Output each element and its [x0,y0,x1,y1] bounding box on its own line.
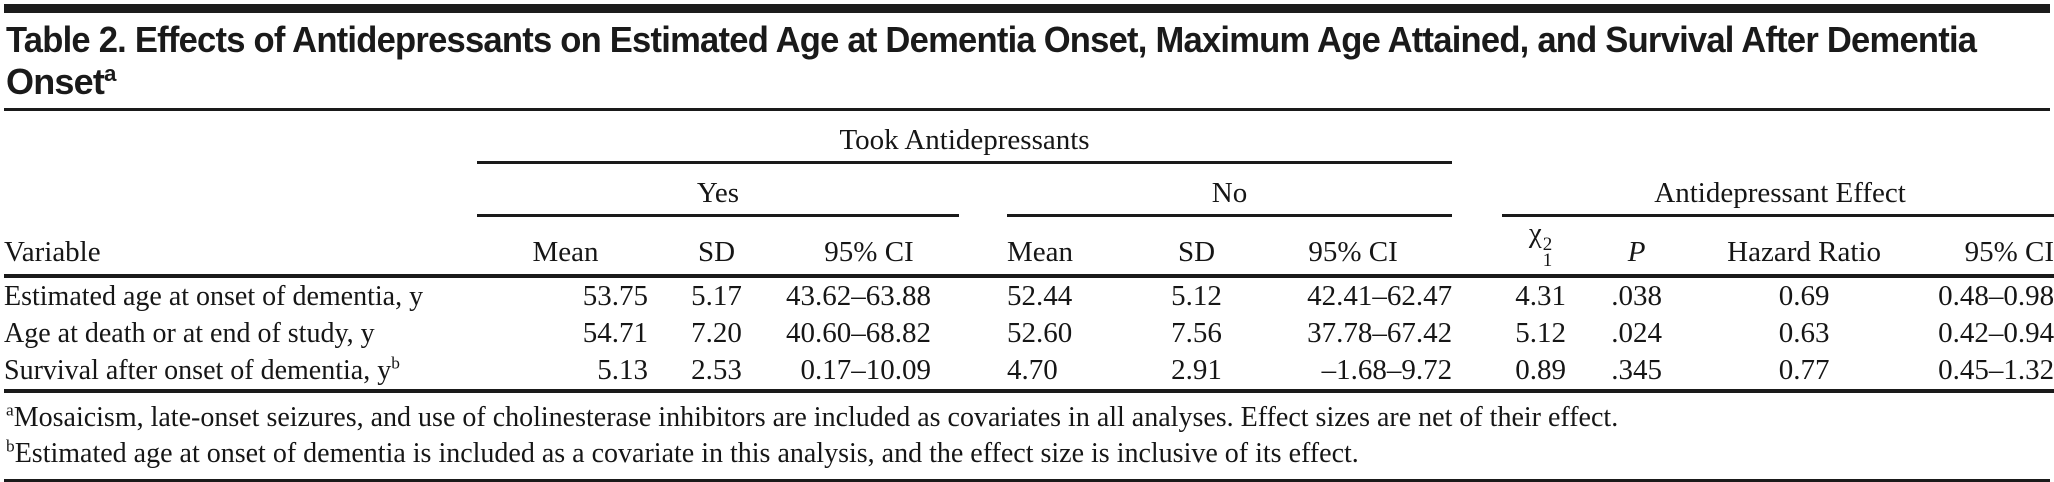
cell-p-value: .345 [1579,352,1695,393]
cell-yes-ci: 0.17–10.09 [779,352,959,393]
cell-hazard-ratio: 0.69 [1778,280,1830,312]
title-footnote-marker: a [104,61,116,86]
cell-chi-square: 5.12 [1515,317,1566,349]
spacer-cell [1452,163,1502,216]
cell-no-ci: 42.41–62.47 [1307,280,1453,312]
footnotes: aMosaicism, late-onset seizures, and use… [4,393,2050,482]
table-title: Table 2. Effects of Antidepressants on E… [4,13,2050,111]
spacer-cell [959,315,1007,352]
cell-yes-sd: 5.17 [691,280,742,312]
cell-p-value: .038 [1611,280,1662,312]
cell-no-ci: –1.68–9.72 [1254,352,1453,393]
col-header-p-value: P [1579,215,1695,278]
variable-label: Estimated age at onset of dementia, y [4,280,424,312]
col-header-variable: Variable [4,215,477,278]
cell-hazard-ratio: 0.63 [1778,317,1830,349]
footnote-text: Mosaicism, late-onset seizures, and use … [13,402,1619,433]
group-yes: Yes [477,162,959,217]
col-header-no-sd: SD [1139,215,1254,278]
col-header-hazard-ratio: Hazard Ratio [1694,215,1915,278]
col-header-effect-ci: 95% CI [1914,215,2054,278]
spacer-cell [4,111,477,163]
cell-no-mean: 52.60 [1007,317,1073,349]
top-rule [4,4,2050,13]
cell-no-mean: 52.44 [1007,280,1073,312]
cell-no-sd: 2.91 [1139,352,1254,393]
table-row: Age at death or at end of study, y 54.71… [4,315,2054,352]
spacer-cell [1452,276,1502,315]
cell-chi-square: 4.31 [1515,280,1566,312]
spacer-cell [1452,215,1503,278]
variable-footnote-marker: b [391,353,400,373]
cell-variable: Estimated age at onset of dementia, y [4,276,477,315]
cell-yes-sd: 2.53 [654,352,779,393]
cell-hazard-ratio: 0.77 [1694,352,1915,393]
spacer-cell [959,163,1007,216]
table-row: Estimated age at onset of dementia, y 53… [4,276,2054,315]
variable-label: Survival after onset of dementia, y [4,354,392,386]
cell-effect-ci: 0.48–0.98 [1938,280,2054,312]
cell-yes-ci: 40.60–68.82 [786,317,931,349]
chi-subscript: 1 [1542,250,1553,271]
cell-no-ci: 37.78–67.42 [1307,317,1453,349]
col-header-yes-mean: Mean [477,215,654,278]
table-figure: Table 2. Effects of Antidepressants on E… [0,4,2054,482]
cell-yes-mean: 5.13 [477,352,654,393]
cell-yes-sd: 7.20 [691,317,742,349]
cell-yes-ci: 43.62–63.88 [786,280,931,312]
spacer-cell [4,163,477,216]
table-row: Survival after onset of dementia, yb 5.1… [4,352,2054,393]
cell-p-value: .024 [1611,317,1662,349]
chi-superscript: 2 [1542,234,1553,255]
spacer-cell [1452,352,1503,393]
group-no: No [1007,162,1453,217]
cell-chi-square: 0.89 [1502,352,1580,393]
data-table: Took Antidepressants Yes No Antidepressa… [4,111,2054,393]
spacer-cell [1502,111,2054,163]
title-line-2: Onset [6,61,105,102]
group-antidepressant-effect: Antidepressant Effect [1502,162,2054,217]
col-header-yes-sd: SD [654,215,779,278]
cell-effect-ci: 0.42–0.94 [1938,317,2054,349]
cell-variable: Survival after onset of dementia, yb [4,352,477,393]
footnote-b: bEstimated age at onset of dementia is i… [6,436,2048,472]
cell-no-sd: 5.12 [1171,280,1222,312]
footnote-marker: a [6,400,14,420]
cell-effect-ci: 0.45–1.32 [1914,352,2054,393]
column-header-row: Variable Mean SD 95% CI Mean SD 95% CI χ… [4,215,2054,278]
footnote-marker: b [6,436,15,456]
spanner-row-1: Took Antidepressants [4,111,2054,164]
col-header-no-mean: Mean [1007,215,1139,278]
cell-yes-mean: 53.75 [582,280,648,312]
cell-no-sd: 7.56 [1171,317,1222,349]
col-header-yes-ci: 95% CI [779,215,959,278]
cell-yes-mean: 54.71 [582,317,648,349]
spacer-cell [1452,111,1502,163]
spacer-cell [959,215,1007,278]
chi-symbol: χ [1528,217,1542,249]
group-took-antidepressants: Took Antidepressants [477,111,1453,164]
title-line-1: Table 2. Effects of Antidepressants on E… [6,19,1977,60]
spacer-cell [1452,315,1502,352]
col-header-no-ci: 95% CI [1254,215,1453,278]
footnote-text: Estimated age at onset of dementia is in… [14,438,1359,469]
spacer-cell [959,352,1007,393]
spanner-row-2: Yes No Antidepressant Effect [4,162,2054,217]
cell-no-mean: 4.70 [1007,352,1139,393]
spacer-cell [959,276,1007,315]
cell-variable: Age at death or at end of study, y [4,315,477,352]
footnote-a: aMosaicism, late-onset seizures, and use… [6,400,2048,436]
variable-label: Age at death or at end of study, y [4,317,375,349]
